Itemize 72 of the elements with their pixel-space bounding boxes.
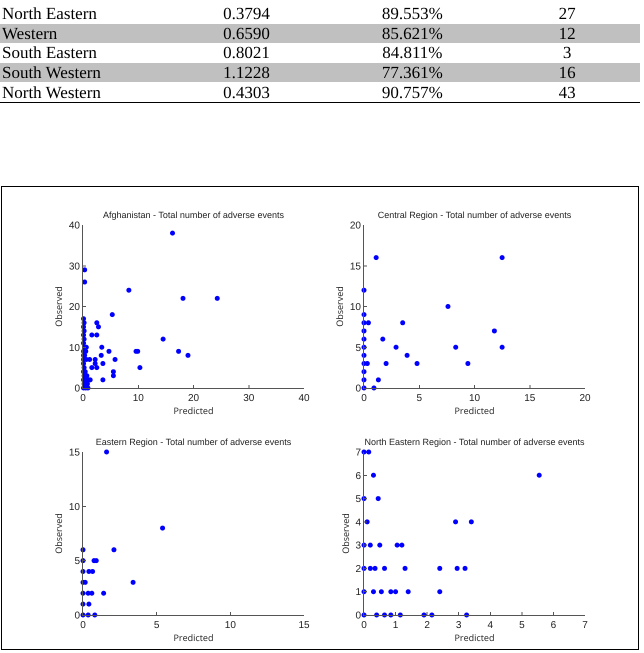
category-label: South Western [0,62,162,82]
category-label: Western [0,24,162,44]
y-tick-label: 40 [68,220,80,232]
data-label: 0.3794 [222,4,271,24]
x-axis-title: Predicted [173,404,214,417]
y-tick-label: 2 [355,564,362,575]
x-tick-label: 6 [550,620,557,631]
data-label: 0.4303 [222,82,271,102]
data-label: 12 [494,24,640,44]
data-label: 27 [558,4,577,24]
y-axis-title: Observed [333,286,346,327]
y-tick-label: 5 [355,342,362,354]
chart-title: Eastern Region - Total number of adverse events [96,437,292,447]
x-tick-label: 1 [392,620,399,631]
data-label: 89.553% [380,4,444,24]
data-label: 0.6590 [162,24,330,44]
y-tick-label: 15 [350,261,362,272]
data-label: 85.621% [330,24,494,44]
x-tick-label: 40 [298,393,310,404]
y-tick-label: 5 [74,556,80,568]
x-tick-label: 15 [298,620,310,631]
y-axis-title: Observed [338,513,352,554]
data-label: 84.811% [381,43,444,63]
chart-title: North Eastern Region - Total number of adverse events [364,437,585,447]
data-label: 77.361% [330,62,494,82]
y-tick-label: 0 [355,384,362,394]
data-label: 0.8021 [222,43,271,63]
x-tick-label: 5 [154,620,160,631]
data-label: 90.757% [380,82,444,102]
y-tick-label: 1 [355,587,362,598]
x-tick-label: 30 [243,393,255,404]
x-axis-title: Predicted [454,404,495,417]
y-tick-label: 0 [74,384,80,394]
category-label: South Eastern [1,43,98,63]
y-tick-label: 4 [355,517,362,528]
data-label: 3 [562,43,572,63]
x-tick-label: 20 [579,393,591,404]
y-tick-label: 20 [68,302,80,313]
x-tick-label: 7 [582,620,588,631]
data-label: 1.1228 [162,62,330,82]
y-tick-label: 3 [355,540,362,552]
category-label: North Western [1,82,102,102]
y-tick-label: 20 [350,220,362,232]
y-tick-label: 15 [68,448,80,458]
y-tick-label: 7 [355,448,362,458]
data-label: 16 [494,62,640,82]
y-tick-label: 30 [68,261,80,272]
y-tick-label: 10 [350,302,362,313]
y-tick-label: 0 [74,610,80,622]
x-axis-title: Predicted [454,631,495,644]
x-tick-label: 5 [416,393,422,404]
y-tick-label: 10 [68,502,80,513]
y-tick-label: 0 [355,610,362,622]
x-tick-label: 4 [488,620,494,631]
x-tick-label: 10 [468,393,480,404]
x-tick-label: 5 [519,620,526,631]
y-tick-label: 5 [355,494,362,506]
y-axis-title: Observed [52,513,66,554]
x-tick-label: 10 [224,620,236,631]
x-axis-title: Predicted [173,630,214,644]
chart-title: Central Region - Total number of adverse events [378,210,572,220]
chart-title: Afghanistan - Total number of adverse events [103,210,284,220]
x-tick-label: 10 [132,393,144,404]
x-tick-label: 20 [188,393,200,404]
x-tick-label: 2 [424,620,430,631]
y-tick-label: 10 [68,342,80,354]
y-axis-title: Observed [52,286,66,327]
data-label: 43 [558,82,577,102]
y-tick-label: 6 [355,470,362,482]
category-label: North Eastern [1,4,98,24]
x-tick-label: 15 [524,393,536,404]
x-tick-label: 3 [456,620,462,631]
